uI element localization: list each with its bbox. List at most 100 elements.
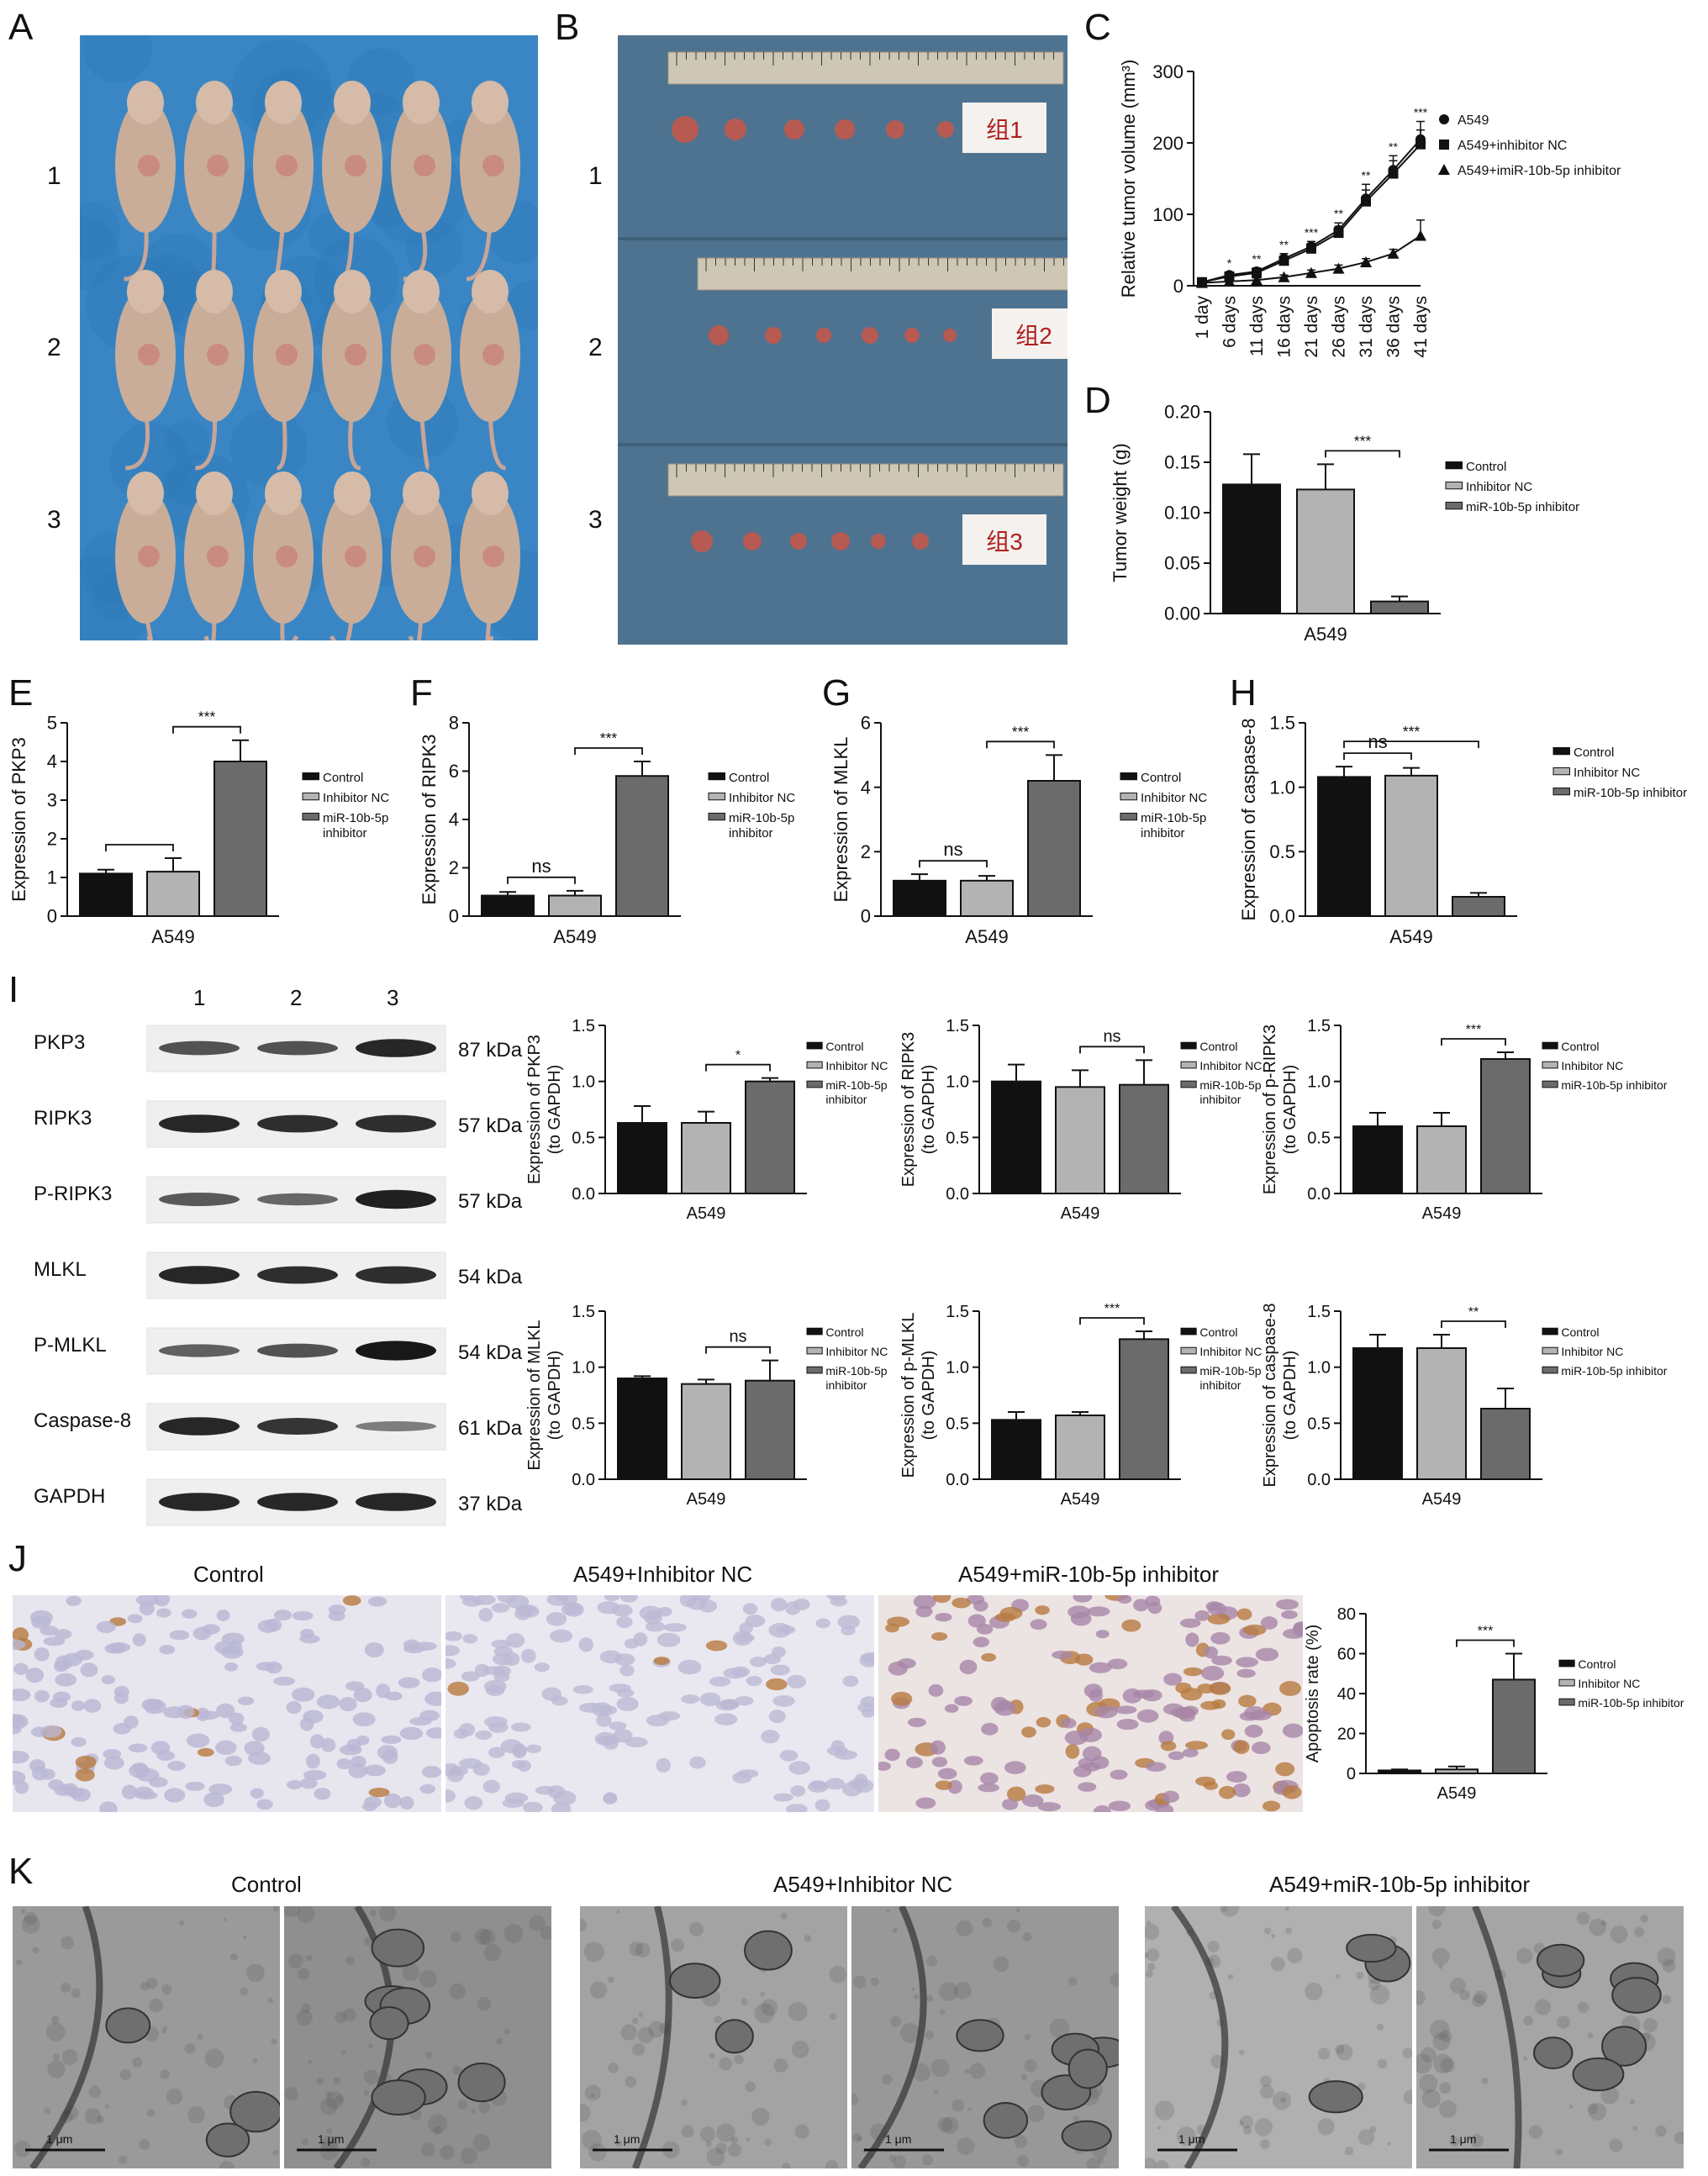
legend-label: Control <box>825 1040 863 1053</box>
cell-nucleus <box>339 1697 357 1712</box>
chart-caspase8-gapdh: 0.0 0.5 1.0 1.5 ** A549 Expression of caspase-… <box>1261 1303 1668 1509</box>
tem-texture <box>1640 1915 1648 1923</box>
cell-nucleus <box>1233 1740 1250 1754</box>
tem-texture <box>705 2140 712 2147</box>
mouse-head <box>196 472 233 515</box>
y-tick-label: 0.0 <box>1307 1471 1331 1489</box>
tem-texture <box>911 1987 915 1991</box>
cell-nucleus <box>216 1703 235 1719</box>
blot-band <box>159 1114 240 1133</box>
tem-texture <box>699 2126 716 2142</box>
legend-swatch <box>1445 461 1463 470</box>
y-axis-label: (to GAPDH) <box>1281 1065 1299 1155</box>
cell-nucleus <box>981 1722 999 1736</box>
series-line <box>1201 144 1421 283</box>
tem-texture <box>540 1926 551 1940</box>
tem-texture <box>782 2163 791 2168</box>
tem-texture <box>298 1968 310 1980</box>
cell-nucleus <box>933 1595 952 1604</box>
panel-label-h: H <box>1230 672 1257 714</box>
tumor <box>862 327 878 344</box>
cell-nucleus <box>677 1659 702 1675</box>
mitochondrion <box>371 1928 425 1968</box>
tumor <box>276 545 298 567</box>
cell-nucleus <box>1209 1682 1231 1695</box>
mitochondrion <box>744 1930 793 1971</box>
cell-nucleus <box>121 1784 138 1799</box>
mitochondrion <box>1611 1977 1662 2014</box>
tem-texture <box>1073 2115 1080 2123</box>
significance-label: *** <box>198 709 216 725</box>
blot-band <box>257 1193 338 1206</box>
significance-label: *** <box>1354 432 1372 449</box>
cell-nucleus <box>164 1788 186 1803</box>
mouse-head <box>127 81 164 124</box>
legend-marker <box>1439 140 1449 150</box>
data-point <box>1305 266 1317 278</box>
cell-nucleus <box>653 1657 670 1666</box>
cell-nucleus <box>905 1756 923 1768</box>
panel-label-j: J <box>8 1538 27 1579</box>
x-tick-label: 36 days <box>1384 296 1404 358</box>
panel-label-c: C <box>1084 7 1111 48</box>
cell-nucleus <box>1185 1741 1209 1750</box>
tumor <box>414 155 435 177</box>
cell-nucleus <box>861 1708 874 1718</box>
significance-bracket <box>1441 1038 1506 1046</box>
mouse <box>115 472 176 640</box>
y-axis-label: Expression of caspase-8 <box>1238 719 1259 921</box>
cell-nucleus <box>409 1716 432 1726</box>
cell-nucleus <box>445 1762 461 1777</box>
tem-texture <box>1272 2091 1292 2110</box>
cell-nucleus <box>597 1736 619 1745</box>
tem-texture <box>321 2135 338 2152</box>
significance-label: ** <box>1279 238 1289 251</box>
tem-texture <box>1535 1999 1552 2015</box>
tem-texture <box>1600 1920 1607 1926</box>
tem-texture <box>1662 1959 1676 1973</box>
scale-bar-label: 1 μm <box>1178 2132 1205 2146</box>
row-number-a3: 3 <box>47 506 61 534</box>
tem-texture <box>149 1998 163 2013</box>
cell-nucleus <box>248 1752 271 1765</box>
cell-nucleus <box>1036 1716 1052 1728</box>
x-axis-label: A549 <box>1422 1204 1462 1223</box>
x-tick-label: 16 days <box>1275 296 1294 358</box>
cell-nucleus <box>447 1681 469 1696</box>
tem-texture <box>1207 1940 1220 1953</box>
mouse <box>460 81 520 282</box>
tem-texture <box>706 2147 725 2167</box>
tem-texture <box>804 1935 812 1942</box>
tem-texture <box>272 1906 279 1912</box>
tem-texture <box>1674 2131 1684 2144</box>
tem-texture <box>607 1976 614 1984</box>
tem-texture <box>1419 2073 1438 2094</box>
cell-nucleus <box>129 1763 150 1778</box>
tem-texture <box>478 2101 491 2114</box>
tem-texture <box>402 1963 420 1982</box>
tem-texture <box>1609 2138 1623 2152</box>
cell-nucleus <box>1001 1799 1019 1810</box>
cell-nucleus <box>216 1610 230 1621</box>
legend-label: Inhibitor NC <box>1199 1345 1262 1358</box>
tem-texture <box>297 1906 315 1924</box>
x-axis-label: A549 <box>687 1204 726 1223</box>
cell-nucleus <box>739 1622 753 1635</box>
cell-nucleus <box>1236 1608 1252 1620</box>
tem-texture <box>59 2136 66 2143</box>
tumor <box>765 327 782 344</box>
tem-texture <box>939 2009 946 2015</box>
tem-texture <box>184 2042 196 2054</box>
legend-label: miR-10b-5p <box>729 811 794 825</box>
bar <box>1384 774 1438 917</box>
tem-texture <box>1589 1918 1607 1936</box>
cell-nucleus <box>303 1769 327 1780</box>
row-number-a2: 2 <box>47 334 61 361</box>
cell-nucleus <box>29 1610 53 1625</box>
significance-label: ns <box>943 839 962 860</box>
tem-texture <box>1469 2133 1484 2148</box>
cell-nucleus <box>1065 1743 1080 1759</box>
tem-texture <box>1344 2146 1354 2156</box>
ihc-title-control: Control <box>193 1562 264 1587</box>
y-axis-label: Expression of caspase-8 <box>1261 1303 1279 1487</box>
